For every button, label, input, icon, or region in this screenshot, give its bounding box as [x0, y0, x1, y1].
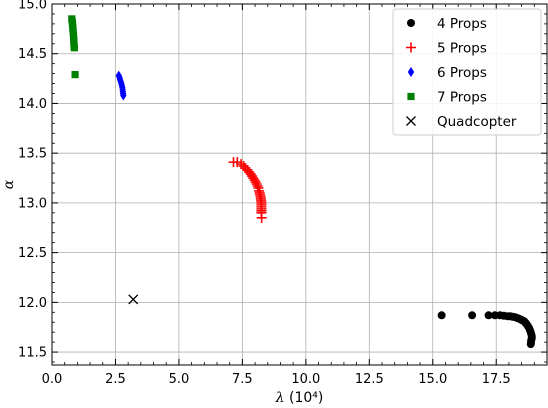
- x-tick-label: 0.0: [42, 372, 63, 387]
- legend-label: 5 Props: [437, 41, 487, 57]
- legend-entry: 5 Props: [406, 41, 487, 57]
- series-7-props: [68, 15, 79, 79]
- y-axis-label: α: [1, 179, 17, 189]
- x-tick-label: 12.5: [355, 372, 384, 387]
- data-point: [526, 340, 535, 349]
- plot-frame: [51, 3, 548, 366]
- y-tick-label: 12.5: [18, 246, 47, 261]
- x-axis-unit: (10⁴): [289, 390, 323, 406]
- data-point: [120, 90, 127, 101]
- legend-label: Quadcopter: [437, 114, 517, 130]
- legend-box: [392, 8, 542, 136]
- y-tick-label: 15.0: [18, 0, 47, 13]
- legend-entry: 4 Props: [407, 16, 487, 32]
- legend-label: 7 Props: [437, 90, 487, 106]
- data-point: [128, 294, 139, 305]
- y-tick-label: 11.5: [18, 346, 47, 361]
- series-4-props: [437, 311, 536, 349]
- series-5-props: [228, 157, 267, 223]
- y-tick-label: 14.0: [18, 97, 47, 112]
- legend-marker: [407, 19, 415, 27]
- x-tick-label: 5.0: [169, 372, 190, 387]
- data-point: [468, 311, 477, 320]
- data-point: [256, 212, 267, 223]
- x-axis-symbol: λ: [275, 390, 285, 406]
- legend-label: 6 Props: [437, 65, 487, 81]
- legend-marker: [406, 116, 416, 126]
- legend-entry: Quadcopter: [406, 114, 517, 130]
- data-point: [71, 71, 79, 79]
- legend-marker: [407, 67, 415, 77]
- data-point: [437, 311, 446, 320]
- x-tick-label: 15.0: [418, 372, 447, 387]
- x-tick-label: 10.0: [291, 372, 320, 387]
- legend-entry: 6 Props: [407, 65, 487, 81]
- y-tick-label: 13.5: [18, 147, 47, 162]
- legend-label: 4 Props: [437, 16, 487, 32]
- tick-labels: 0.0 2.5 5.0 7.5 10.0 12.5 15.0 17.5 11.5 12.0 12.5…: [18, 0, 511, 387]
- y-tick-label: 13.0: [18, 196, 47, 211]
- data-series: [68, 15, 536, 349]
- legend-entry: 7 Props: [407, 90, 487, 106]
- x-axis-label: λ (10⁴): [275, 390, 324, 406]
- series-6-props: [115, 70, 127, 101]
- series-quadcopter: [128, 294, 139, 305]
- x-tick-label: 2.5: [105, 372, 126, 387]
- legend: 4 Props 5 Props 6 Props 7 Props Quadcopter: [392, 8, 542, 136]
- y-tick-label: 14.5: [18, 47, 47, 62]
- legend-marker: [406, 42, 416, 53]
- data-point: [484, 311, 493, 320]
- x-tick-label: 17.5: [482, 372, 511, 387]
- legend-marker: [407, 92, 415, 101]
- y-tick-label: 12.0: [18, 296, 47, 311]
- data-point: [70, 44, 78, 52]
- axis-ticks: [51, 3, 548, 365]
- x-tick-label: 7.5: [232, 372, 253, 387]
